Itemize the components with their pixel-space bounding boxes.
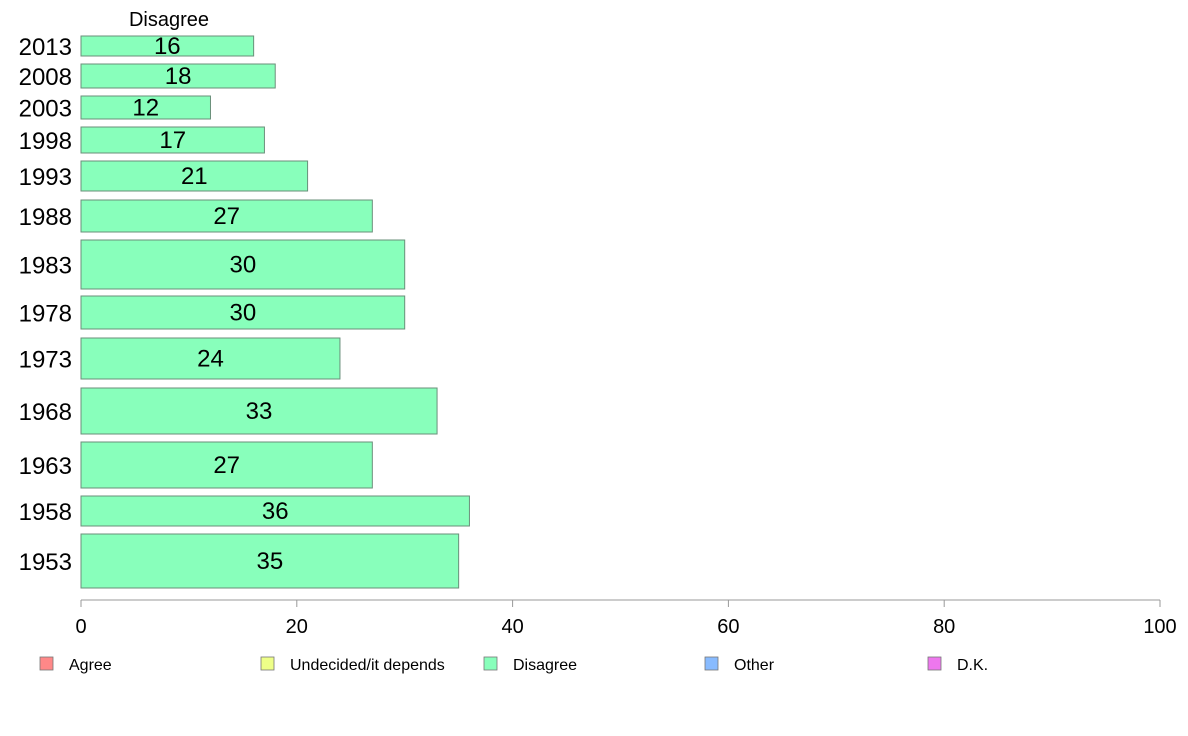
bar-2003 [80,95,211,120]
data-label-1993: 21 [181,163,208,190]
category-label-1973: 1973 [19,347,72,374]
category-label-1968: 1968 [19,399,72,426]
legend: Agree Undecided/it depends Disagree Other D.… [39,656,988,674]
category-label-1958: 1958 [19,499,72,526]
data-label-1973: 24 [197,346,224,373]
bar-1963 [80,441,373,489]
bar-1988 [80,199,373,233]
bar-2008 [80,63,276,89]
category-label-1983: 1983 [19,253,72,280]
bar-1973 [80,337,341,380]
bar-1958 [80,495,470,527]
x-tick-label-20: 20 [286,616,308,638]
legend-swatch-d-k [927,656,942,671]
category-label-1978: 1978 [19,301,72,328]
data-label-1953: 35 [256,548,283,575]
legend-swatch-agree [39,656,54,671]
x-tick-label-0: 0 [75,616,86,638]
bar-1953 [80,533,460,589]
data-label-2013: 16 [154,33,181,60]
legend-swatch-other [704,656,719,671]
category-label-1988: 1988 [19,204,72,231]
bar-1978 [80,295,406,330]
legend-label-undecided-it-depends: Undecided/it depends [290,657,445,674]
category-label-1998: 1998 [19,128,72,155]
bar-1968 [80,387,438,435]
category-label-2013: 2013 [19,34,72,61]
data-label-2008: 18 [165,63,192,90]
x-tick-label-80: 80 [933,616,955,638]
category-label-1953: 1953 [19,549,72,576]
data-label-1988: 27 [213,203,240,230]
data-label-1963: 27 [213,452,240,479]
x-tick-label-100: 100 [1143,616,1176,638]
x-axis: 0 20 40 60 80 100 [75,599,1177,638]
legend-label-d-k: D.K. [957,657,988,674]
category-label-1993: 1993 [19,164,72,191]
legend-label-agree: Agree [69,657,112,674]
category-label-2008: 2008 [19,64,72,91]
data-label-1998: 17 [159,127,186,154]
x-tick-label-40: 40 [501,616,523,638]
data-label-1968: 33 [246,398,273,425]
category-label-2003: 2003 [19,96,72,123]
bar-1993 [80,160,309,192]
category-label-1963: 1963 [19,453,72,480]
data-label-1983: 30 [229,252,256,279]
legend-label-disagree: Disagree [513,657,577,674]
bar-1983 [80,239,406,290]
bar-1998 [80,126,265,154]
series-header: Disagree [129,9,209,31]
bar-2013 [80,35,255,57]
legend-swatch-disagree [483,656,498,671]
x-tick-label-60: 60 [717,616,739,638]
legend-swatch-undecided-it-depends [260,656,275,671]
data-label-1978: 30 [229,300,256,327]
bars-group: 16 2013 18 2008 12 2003 17 1998 21 1993 27 1988 30 19… [19,33,470,589]
data-label-2003: 12 [132,95,159,122]
legend-label-other: Other [734,657,775,674]
data-label-1958: 36 [262,498,289,525]
